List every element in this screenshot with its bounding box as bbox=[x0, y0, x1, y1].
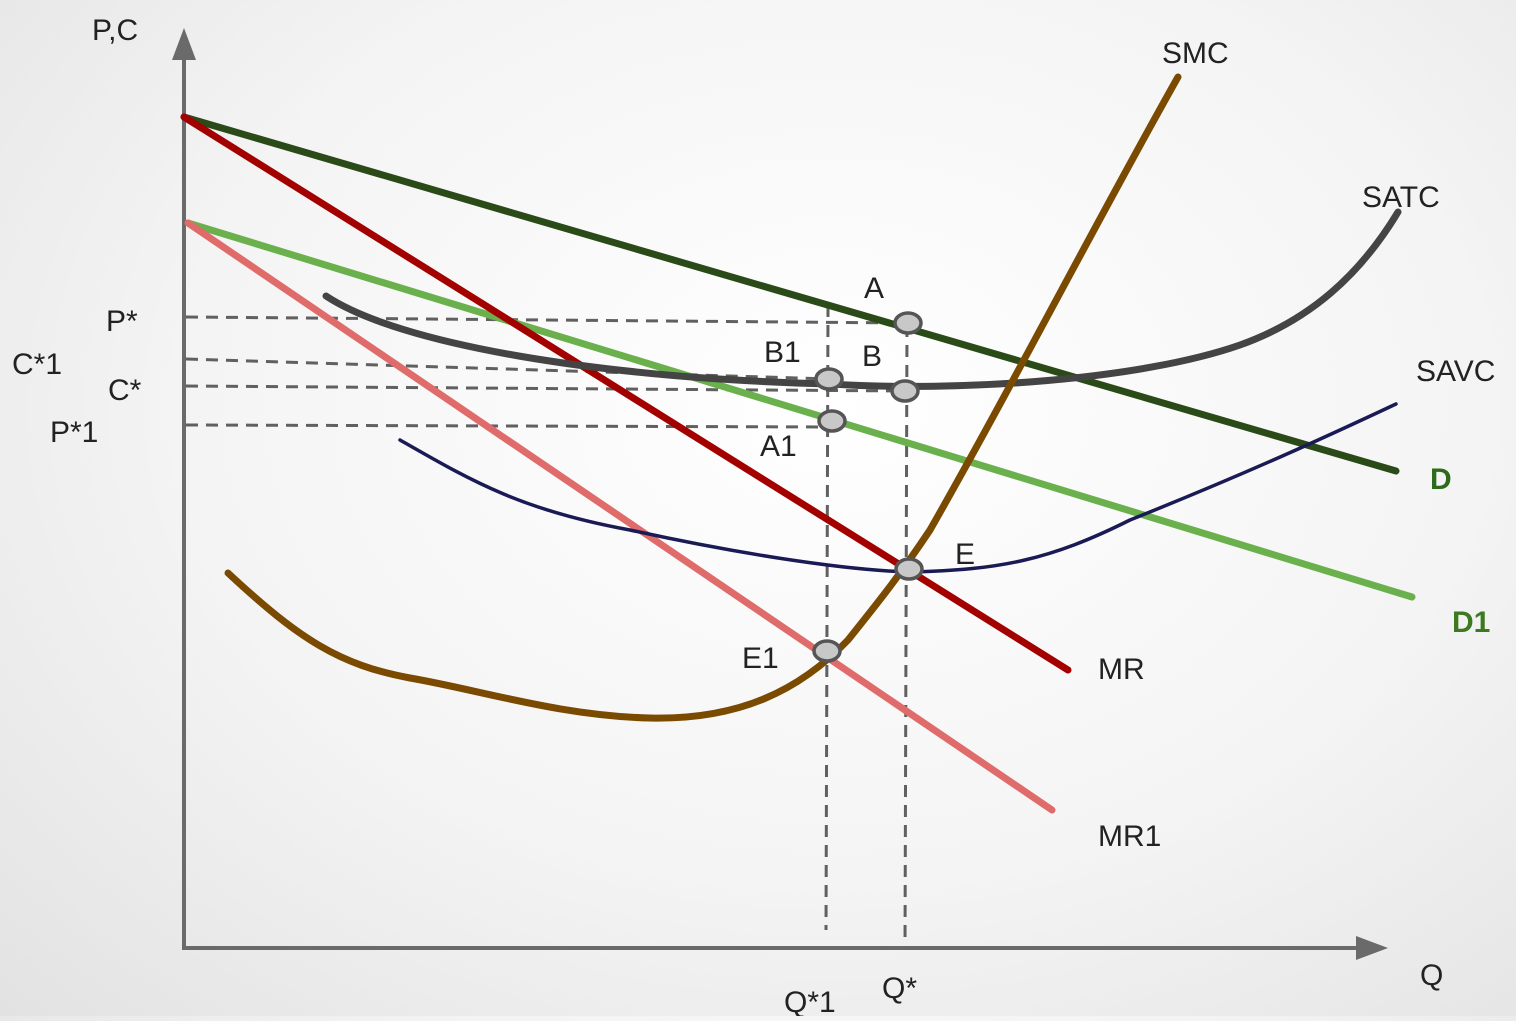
y-axis-arrow bbox=[172, 28, 196, 60]
demand-curve-d bbox=[180, 113, 1400, 475]
guide-p1-star bbox=[185, 423, 833, 429]
point-a-marker bbox=[893, 311, 923, 335]
intersection-points bbox=[812, 311, 924, 663]
label-q-star: Q* bbox=[882, 972, 917, 1005]
label-point-a: A bbox=[864, 272, 884, 305]
guide-p-star bbox=[185, 315, 909, 325]
x-axis-label: Q bbox=[1420, 959, 1443, 992]
label-q1-star: Q*1 bbox=[784, 986, 836, 1016]
short-run-average-total-cost bbox=[322, 208, 1402, 390]
label-point-b1: B1 bbox=[764, 336, 801, 369]
point-e-marker bbox=[894, 557, 924, 581]
label-d: D bbox=[1430, 463, 1452, 496]
x-axis-arrow bbox=[1356, 936, 1388, 960]
label-point-e1: E1 bbox=[742, 642, 779, 675]
label-mr1: MR1 bbox=[1098, 820, 1161, 853]
point-e1-marker bbox=[812, 639, 842, 663]
guide-c-star bbox=[185, 384, 906, 393]
label-smc: SMC bbox=[1162, 37, 1229, 70]
label-p-star: P* bbox=[106, 305, 138, 338]
label-point-b: B bbox=[862, 340, 882, 373]
guide-lines bbox=[185, 304, 909, 946]
label-d1: D1 bbox=[1452, 606, 1490, 639]
label-satc: SATC bbox=[1362, 181, 1440, 214]
point-b1-marker bbox=[814, 367, 844, 391]
label-c1-star: C*1 bbox=[12, 348, 62, 381]
marginal-revenue-mr1 bbox=[184, 219, 1056, 814]
label-point-a1: A1 bbox=[760, 430, 797, 463]
label-point-e: E bbox=[955, 538, 975, 571]
marginal-revenue-mr bbox=[180, 113, 1072, 674]
guide-q1-star bbox=[824, 304, 830, 931]
point-a1-marker bbox=[817, 409, 847, 433]
curves bbox=[180, 73, 1416, 814]
guide-q-star bbox=[903, 324, 909, 946]
guide-c1-star bbox=[185, 357, 829, 381]
label-mr: MR bbox=[1098, 653, 1145, 686]
y-axis-label: P,C bbox=[92, 14, 138, 47]
label-p1-star: P*1 bbox=[50, 416, 98, 449]
demand-curve-d1 bbox=[184, 219, 1416, 601]
label-savc: SAVC bbox=[1416, 355, 1495, 388]
short-run-marginal-cost bbox=[224, 73, 1182, 722]
point-b-marker bbox=[890, 379, 920, 403]
label-c-star: C* bbox=[108, 374, 142, 407]
axes bbox=[172, 28, 1388, 960]
